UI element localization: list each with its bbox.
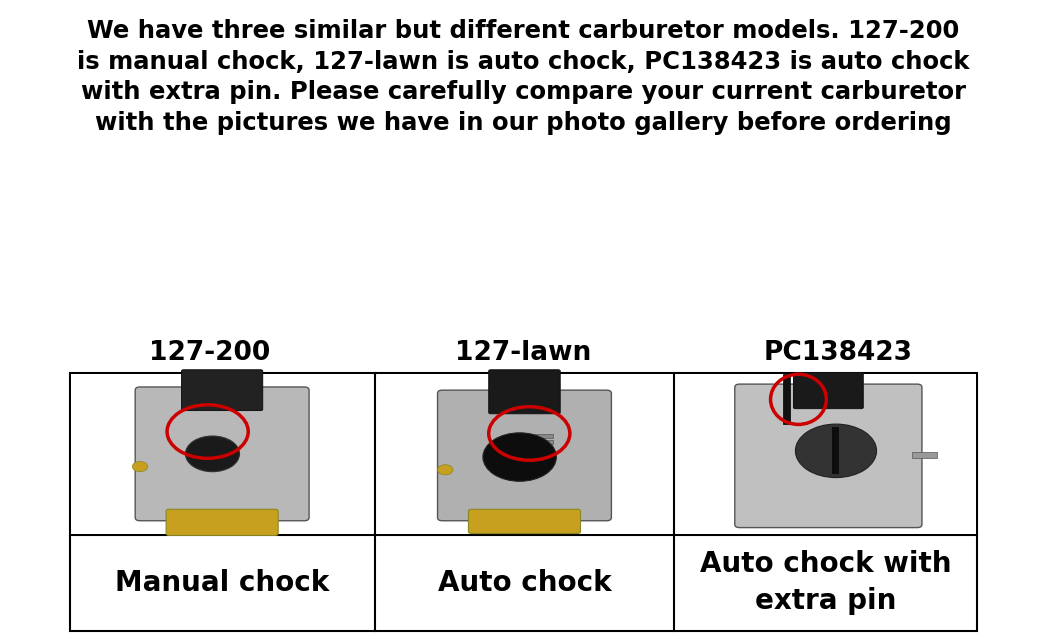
FancyBboxPatch shape [135, 387, 309, 521]
Bar [530, 457, 554, 461]
Circle shape [796, 424, 876, 478]
Text: Manual chock: Manual chock [115, 569, 329, 597]
Text: 127-lawn: 127-lawn [455, 340, 592, 366]
FancyBboxPatch shape [489, 369, 560, 414]
Text: Auto chock with
extra pin: Auto chock with extra pin [700, 550, 952, 615]
Text: PC138423: PC138423 [764, 340, 913, 366]
Text: 127-200: 127-200 [149, 340, 270, 366]
Bar [530, 451, 554, 455]
Bar [530, 446, 554, 450]
FancyBboxPatch shape [794, 373, 864, 409]
Text: We have three similar but different carburetor models. 127-200
is manual chock, : We have three similar but different carb… [77, 19, 970, 135]
Bar [377, 374, 672, 534]
Bar [530, 440, 554, 443]
Bar [71, 374, 373, 534]
FancyBboxPatch shape [166, 510, 279, 535]
Circle shape [483, 433, 556, 482]
Bar [832, 427, 839, 474]
Bar [783, 374, 790, 424]
Bar [912, 452, 937, 457]
Circle shape [438, 465, 453, 475]
FancyBboxPatch shape [181, 369, 263, 411]
Circle shape [185, 436, 240, 471]
FancyBboxPatch shape [438, 390, 611, 521]
Text: Auto chock: Auto chock [438, 569, 611, 597]
FancyBboxPatch shape [468, 510, 580, 534]
Bar [530, 434, 554, 438]
FancyBboxPatch shape [735, 384, 922, 527]
Bar [676, 374, 976, 534]
Circle shape [132, 461, 148, 471]
